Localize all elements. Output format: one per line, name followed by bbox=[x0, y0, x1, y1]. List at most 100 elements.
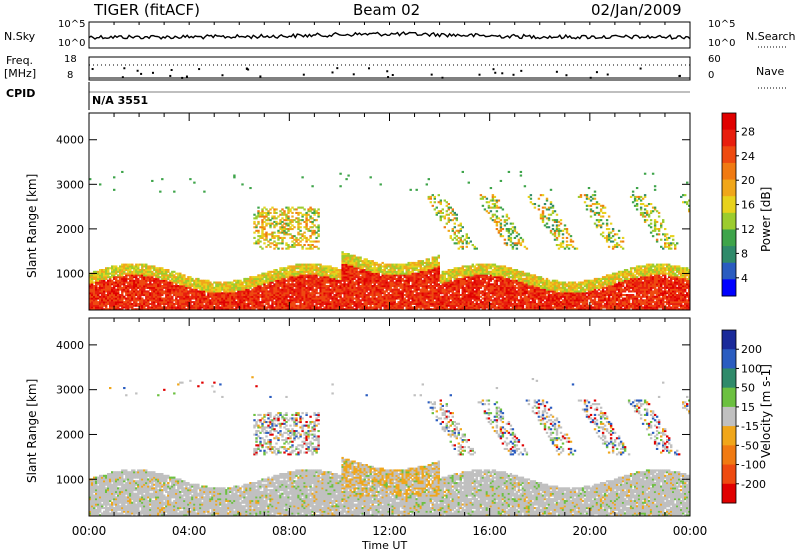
nave-point bbox=[170, 68, 173, 71]
x-tick-label: 08:00 bbox=[272, 524, 307, 538]
power-colorbar-cell bbox=[722, 113, 736, 131]
vel-colorbar-tick-label: 50 bbox=[741, 382, 755, 395]
nave-point bbox=[520, 69, 523, 72]
power-colorbar-tick-label: 16 bbox=[741, 199, 755, 212]
vel-colorbar-cell bbox=[722, 387, 736, 408]
power-colorbar-cell bbox=[722, 262, 736, 280]
power-ytick-label: 2000 bbox=[56, 223, 84, 236]
x-tick-label: 04:00 bbox=[172, 524, 207, 538]
nave-point bbox=[387, 76, 390, 79]
vel-colorbar-frame bbox=[721, 329, 737, 504]
power-colorbar-tick-label: 24 bbox=[741, 150, 755, 163]
power-colorbar-cell bbox=[722, 279, 736, 297]
vel-colorbar-cell bbox=[722, 349, 736, 369]
power-colorbar-tick-label: 12 bbox=[741, 223, 755, 236]
beam-label: Beam 02 bbox=[353, 1, 421, 19]
power-ytick-label: 1000 bbox=[56, 267, 84, 280]
nave-point bbox=[245, 67, 248, 70]
vel-colorbar-cell bbox=[722, 445, 736, 466]
vel-colorbar-cell bbox=[722, 426, 736, 446]
nsky-trace bbox=[88, 31, 691, 40]
nave-point bbox=[501, 72, 504, 75]
radar-name: TIGER (fitACF) bbox=[94, 1, 201, 19]
vel-colorbar-cell bbox=[722, 368, 736, 389]
vel-colorbar-cell bbox=[722, 483, 736, 504]
nsearch-tick-top: 10^5 bbox=[708, 19, 736, 30]
vel-colorbar-cell bbox=[722, 330, 736, 350]
nave-point bbox=[140, 72, 143, 75]
nave-point bbox=[430, 73, 433, 76]
nsky-tick-top: 10^5 bbox=[58, 19, 86, 30]
power-ytick-label: 3000 bbox=[56, 178, 84, 191]
nave-point bbox=[512, 73, 515, 76]
nsearch-tick-bottom: 10^0 bbox=[708, 38, 736, 49]
vel-ytick-label: 4000 bbox=[56, 339, 84, 352]
x-tick-label: 00:00 bbox=[72, 524, 107, 538]
nave-point bbox=[331, 71, 334, 74]
nave-point bbox=[606, 73, 609, 76]
x-tick-label: 12:00 bbox=[372, 524, 407, 538]
vel-colorbar-cell bbox=[722, 464, 736, 485]
nave-point bbox=[121, 76, 124, 79]
nave-point bbox=[185, 75, 188, 78]
cpid-value: N/A 3551 bbox=[92, 94, 149, 107]
nave-point bbox=[352, 73, 355, 76]
power-colorbar-cell bbox=[722, 162, 736, 181]
vel-colorbar-cell bbox=[722, 406, 736, 427]
nsearch-label: N.Search bbox=[746, 30, 796, 43]
nave-tick-top: 60 bbox=[708, 54, 721, 65]
nave-point bbox=[494, 71, 497, 74]
x-tick-label: 00:00 bbox=[673, 524, 708, 538]
freq-strip-frame bbox=[88, 56, 691, 81]
power-colorbar-cell bbox=[722, 196, 736, 214]
nave-point bbox=[259, 75, 262, 78]
x-tick-label: 16:00 bbox=[472, 524, 507, 538]
nsky-label: N.Sky bbox=[4, 30, 36, 43]
nave-point bbox=[555, 70, 558, 73]
vel-colorbar-tick-label: -200 bbox=[741, 478, 766, 491]
nave-point bbox=[639, 67, 642, 70]
vel-colorbar-tick-label: 100 bbox=[741, 362, 762, 375]
freq-label: Freq. bbox=[6, 54, 34, 67]
nave-point bbox=[123, 67, 126, 70]
cpid-label: CPID bbox=[6, 87, 36, 100]
nave-point bbox=[247, 68, 250, 71]
nave-point bbox=[478, 73, 481, 76]
power-colorbar-tick-label: 28 bbox=[741, 125, 755, 138]
vel-echo-group bbox=[89, 376, 691, 517]
vel-ytick-label: 2000 bbox=[56, 428, 84, 441]
vel-colorbar-tick-label: -15 bbox=[741, 420, 759, 433]
nave-point bbox=[198, 68, 201, 71]
vel-ytick-label: 1000 bbox=[56, 473, 84, 486]
nave-point bbox=[368, 67, 371, 70]
nave-point bbox=[169, 74, 172, 77]
power-colorbar-cell bbox=[722, 146, 736, 164]
nave-point bbox=[336, 67, 339, 70]
vel-ytick-label: 3000 bbox=[56, 384, 84, 397]
vel-colorbar-tick-label: 15 bbox=[741, 401, 755, 414]
freq-tick-top: 18 bbox=[64, 54, 77, 65]
power-colorbar-cell bbox=[722, 229, 736, 247]
nave-point bbox=[492, 68, 495, 71]
power-colorbar-cell bbox=[722, 246, 736, 264]
nave-point bbox=[91, 68, 94, 71]
freq-tick-bottom: 8 bbox=[67, 70, 74, 81]
nave-point bbox=[678, 74, 681, 77]
power-colorbar-cell bbox=[722, 179, 736, 197]
nave-point bbox=[595, 71, 598, 74]
power-colorbar-tick-label: 8 bbox=[741, 247, 748, 260]
power-colorbar-tick-label: 20 bbox=[741, 174, 755, 187]
nave-label: Nave bbox=[756, 65, 785, 78]
nave-point bbox=[221, 74, 224, 77]
freq-unit: [MHz] bbox=[4, 67, 37, 80]
nave-point bbox=[391, 74, 394, 77]
vel-colorbar-tick-label: -100 bbox=[741, 459, 766, 472]
power-ytick-label: 4000 bbox=[56, 134, 84, 147]
x-tick-label: 20:00 bbox=[573, 524, 608, 538]
nave-point bbox=[302, 73, 305, 76]
power-echo-group bbox=[89, 170, 691, 311]
power-colorbar-tick-label: 4 bbox=[741, 272, 748, 285]
vel-colorbar-tick-label: 200 bbox=[741, 343, 762, 356]
nave-tick-bottom: 0 bbox=[708, 70, 715, 81]
